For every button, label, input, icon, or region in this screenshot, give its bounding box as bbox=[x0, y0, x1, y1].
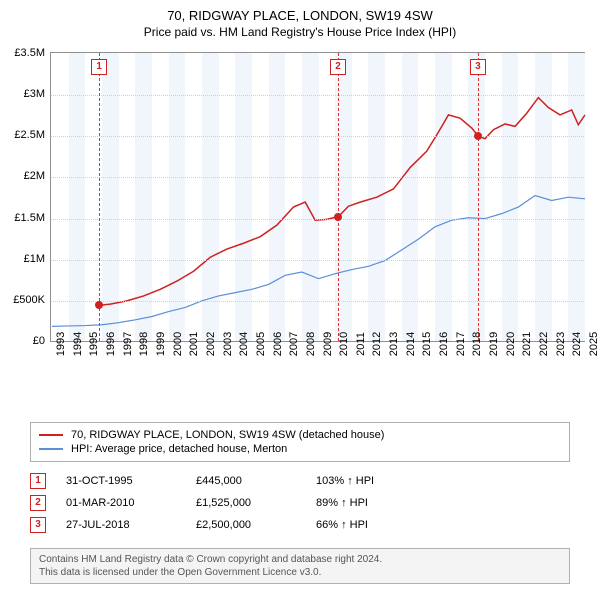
series-line bbox=[99, 98, 585, 306]
x-tick-label: 1999 bbox=[155, 332, 167, 356]
event-marker-icon: 1 bbox=[91, 59, 107, 75]
event-row: 3 27-JUL-2018 £2,500,000 66% ↑ HPI bbox=[30, 514, 570, 536]
event-dot-icon bbox=[334, 213, 342, 221]
x-tick-label: 2003 bbox=[222, 332, 234, 356]
chart-subtitle: Price paid vs. HM Land Registry's House … bbox=[0, 23, 600, 45]
x-tick-label: 1993 bbox=[55, 332, 67, 356]
legend-item: 70, RIDGWAY PLACE, LONDON, SW19 4SW (det… bbox=[39, 428, 561, 442]
legend: 70, RIDGWAY PLACE, LONDON, SW19 4SW (det… bbox=[30, 422, 570, 462]
x-tick-label: 2005 bbox=[255, 332, 267, 356]
x-tick-label: 2012 bbox=[371, 332, 383, 356]
x-tick-label: 2024 bbox=[571, 332, 583, 356]
x-tick-label: 2001 bbox=[188, 332, 200, 356]
chart-area: 123 £0£500K£1M£1.5M£2M£2.5M£3M£3.5M19931… bbox=[50, 52, 585, 382]
x-tick-label: 2019 bbox=[488, 332, 500, 356]
event-date: 01-MAR-2010 bbox=[66, 497, 176, 509]
events-table: 1 31-OCT-1995 £445,000 103% ↑ HPI 2 01-M… bbox=[30, 470, 570, 536]
x-tick-label: 2000 bbox=[172, 332, 184, 356]
legend-label: 70, RIDGWAY PLACE, LONDON, SW19 4SW (det… bbox=[71, 429, 384, 441]
event-vline bbox=[478, 53, 479, 341]
x-tick-label: 1998 bbox=[138, 332, 150, 356]
x-tick-label: 2020 bbox=[505, 332, 517, 356]
event-date: 31-OCT-1995 bbox=[66, 475, 176, 487]
y-tick-label: £2M bbox=[24, 170, 45, 182]
y-tick-label: £0 bbox=[33, 335, 45, 347]
event-pct: 103% ↑ HPI bbox=[316, 475, 436, 487]
event-row: 1 31-OCT-1995 £445,000 103% ↑ HPI bbox=[30, 470, 570, 492]
y-tick-label: £500K bbox=[13, 294, 45, 306]
gridline bbox=[51, 177, 584, 178]
x-tick-label: 2017 bbox=[455, 332, 467, 356]
event-row: 2 01-MAR-2010 £1,525,000 89% ↑ HPI bbox=[30, 492, 570, 514]
x-tick-label: 2013 bbox=[388, 332, 400, 356]
event-price: £445,000 bbox=[196, 475, 296, 487]
event-marker-icon: 3 bbox=[30, 517, 46, 533]
x-tick-label: 2011 bbox=[355, 332, 367, 356]
event-marker-icon: 2 bbox=[30, 495, 46, 511]
series-line bbox=[52, 196, 585, 327]
x-tick-label: 2010 bbox=[338, 332, 350, 356]
y-tick-label: £3.5M bbox=[14, 47, 45, 59]
x-tick-label: 1996 bbox=[105, 332, 117, 356]
x-tick-label: 2023 bbox=[555, 332, 567, 356]
x-tick-label: 1994 bbox=[72, 332, 84, 356]
x-tick-label: 1997 bbox=[122, 332, 134, 356]
y-tick-label: £3M bbox=[24, 88, 45, 100]
chart-title: 70, RIDGWAY PLACE, LONDON, SW19 4SW bbox=[0, 0, 600, 23]
x-tick-label: 2016 bbox=[438, 332, 450, 356]
gridline bbox=[51, 219, 584, 220]
event-vline bbox=[338, 53, 339, 341]
gridline bbox=[51, 136, 584, 137]
x-tick-label: 2021 bbox=[521, 332, 533, 356]
event-date: 27-JUL-2018 bbox=[66, 519, 176, 531]
footer-line: Contains HM Land Registry data © Crown c… bbox=[39, 553, 561, 566]
chart-container: 70, RIDGWAY PLACE, LONDON, SW19 4SW Pric… bbox=[0, 0, 600, 590]
x-tick-label: 2022 bbox=[538, 332, 550, 356]
event-vline bbox=[99, 53, 100, 341]
event-pct: 89% ↑ HPI bbox=[316, 497, 436, 509]
x-tick-label: 2018 bbox=[471, 332, 483, 356]
x-tick-label: 2009 bbox=[322, 332, 334, 356]
x-tick-label: 2008 bbox=[305, 332, 317, 356]
x-tick-label: 2014 bbox=[405, 332, 417, 356]
x-tick-label: 2007 bbox=[288, 332, 300, 356]
legend-item: HPI: Average price, detached house, Mert… bbox=[39, 442, 561, 456]
event-dot-icon bbox=[474, 132, 482, 140]
attribution-footer: Contains HM Land Registry data © Crown c… bbox=[30, 548, 570, 584]
legend-label: HPI: Average price, detached house, Mert… bbox=[71, 443, 287, 455]
legend-swatch bbox=[39, 434, 63, 436]
event-price: £2,500,000 bbox=[196, 519, 296, 531]
event-marker-icon: 3 bbox=[470, 59, 486, 75]
y-tick-label: £1M bbox=[24, 253, 45, 265]
event-marker-icon: 1 bbox=[30, 473, 46, 489]
event-pct: 66% ↑ HPI bbox=[316, 519, 436, 531]
line-layer bbox=[51, 53, 586, 343]
gridline bbox=[51, 95, 584, 96]
y-tick-label: £1.5M bbox=[14, 212, 45, 224]
x-tick-label: 1995 bbox=[88, 332, 100, 356]
event-marker-icon: 2 bbox=[330, 59, 346, 75]
gridline bbox=[51, 301, 584, 302]
plot-region: 1 2 3 bbox=[50, 52, 585, 342]
legend-swatch bbox=[39, 448, 63, 450]
event-price: £1,525,000 bbox=[196, 497, 296, 509]
x-tick-label: 2006 bbox=[272, 332, 284, 356]
gridline bbox=[51, 260, 584, 261]
x-tick-label: 2004 bbox=[238, 332, 250, 356]
x-tick-label: 2002 bbox=[205, 332, 217, 356]
footer-line: This data is licensed under the Open Gov… bbox=[39, 566, 561, 579]
x-tick-label: 2025 bbox=[588, 332, 600, 356]
y-tick-label: £2.5M bbox=[14, 129, 45, 141]
x-tick-label: 2015 bbox=[421, 332, 433, 356]
event-dot-icon bbox=[95, 301, 103, 309]
